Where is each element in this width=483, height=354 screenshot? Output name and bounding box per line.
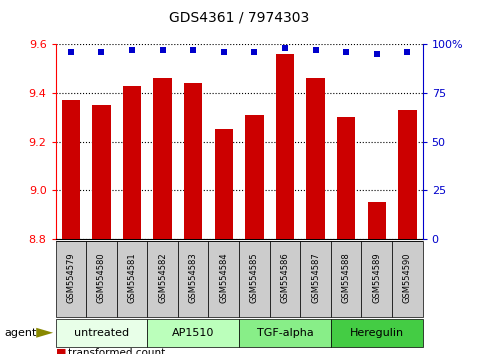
Bar <box>239 241 270 317</box>
Bar <box>331 241 361 317</box>
Text: GSM554585: GSM554585 <box>250 252 259 303</box>
Text: TGF-alpha: TGF-alpha <box>256 328 313 338</box>
Text: agent: agent <box>5 328 37 338</box>
Bar <box>361 241 392 317</box>
Bar <box>184 83 202 239</box>
Text: GSM554587: GSM554587 <box>311 252 320 303</box>
Bar <box>117 241 147 317</box>
Bar <box>123 86 141 239</box>
Bar <box>239 319 331 347</box>
Text: GSM554579: GSM554579 <box>66 252 75 303</box>
Bar <box>276 54 294 239</box>
Bar <box>154 78 172 239</box>
Bar <box>398 110 416 239</box>
Text: untreated: untreated <box>74 328 129 338</box>
Bar <box>92 105 111 239</box>
Bar <box>56 241 86 317</box>
Bar <box>337 117 355 239</box>
Text: transformed count: transformed count <box>68 348 165 354</box>
Bar <box>331 319 423 347</box>
Text: GSM554590: GSM554590 <box>403 252 412 303</box>
Text: GDS4361 / 7974303: GDS4361 / 7974303 <box>169 11 309 25</box>
Bar <box>147 319 239 347</box>
Bar <box>56 319 147 347</box>
Bar <box>209 241 239 317</box>
Text: GSM554586: GSM554586 <box>281 252 289 303</box>
Text: GSM554580: GSM554580 <box>97 252 106 303</box>
Bar <box>306 78 325 239</box>
Text: GSM554581: GSM554581 <box>128 252 137 303</box>
Bar <box>147 241 178 317</box>
Bar <box>300 241 331 317</box>
Text: GSM554584: GSM554584 <box>219 252 228 303</box>
Text: GSM554582: GSM554582 <box>158 252 167 303</box>
Bar <box>214 130 233 239</box>
Bar <box>270 241 300 317</box>
Text: AP1510: AP1510 <box>172 328 214 338</box>
Text: ■: ■ <box>56 348 66 354</box>
Text: GSM554583: GSM554583 <box>189 252 198 303</box>
Text: GSM554588: GSM554588 <box>341 252 351 303</box>
Bar <box>245 115 264 239</box>
Bar <box>368 202 386 239</box>
Bar <box>62 100 80 239</box>
Text: GSM554589: GSM554589 <box>372 252 381 303</box>
Bar <box>178 241 209 317</box>
Polygon shape <box>36 328 53 338</box>
Bar <box>86 241 117 317</box>
Text: Heregulin: Heregulin <box>350 328 404 338</box>
Bar <box>392 241 423 317</box>
